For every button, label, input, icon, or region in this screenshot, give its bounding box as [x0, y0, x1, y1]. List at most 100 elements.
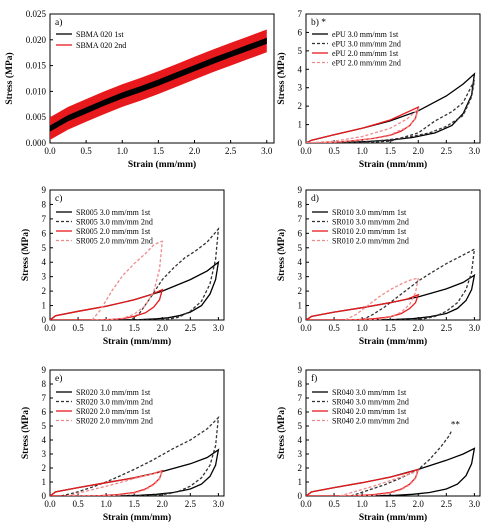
y-tick-label: 1: [42, 477, 47, 487]
x-tick-label: 3.0: [469, 499, 481, 509]
panel-label: a): [55, 17, 62, 28]
y-tick-label: 7: [298, 214, 303, 224]
y-tick-label: 5: [42, 421, 47, 431]
annotation: **: [451, 419, 461, 429]
x-tick-label: 1.5: [385, 146, 397, 156]
series-line-1: [306, 447, 476, 496]
y-tick-label: 6: [298, 407, 303, 417]
y-tick-label: 8: [298, 379, 303, 389]
x-tick-label: 2.5: [185, 499, 197, 509]
panel-label: d): [311, 193, 319, 204]
legend-label: ePU 2.0 mm/mm 2nd: [332, 59, 401, 68]
x-tick-label: 1.5: [385, 499, 397, 509]
chart-panel-6: 0.0 0.5 1.0 1.5 2.0 2.5 3.0 0 1 2 3 4 5 6 7 8 9 Strain (m…: [276, 365, 481, 523]
series-line-3: [306, 293, 420, 320]
panel-label: f): [311, 373, 317, 384]
x-axis-title: Strain (mm/mm): [128, 159, 196, 170]
y-tick-label: 5: [298, 243, 303, 253]
x-axis-title: Strain (mm/mm): [359, 336, 427, 347]
x-tick-label: 1.5: [385, 323, 397, 333]
y-tick-label: 3: [42, 272, 47, 282]
series-layer: [306, 248, 476, 320]
x-tick-label: 0.5: [81, 146, 93, 156]
series-line-3: [50, 469, 164, 496]
y-tick-label: 0.015: [26, 61, 47, 71]
y-axis-title: Stress (MPa): [276, 407, 287, 459]
y-tick-label: 3: [42, 449, 47, 459]
x-tick-label: 1.0: [117, 146, 129, 156]
y-tick-label: 0.020: [26, 35, 47, 45]
y-tick-label: 2: [298, 286, 303, 296]
series-line-1: [50, 448, 220, 496]
y-tick-label: 6: [42, 407, 47, 417]
y-tick-label: 5: [298, 46, 303, 56]
y-tick-label: 0.000: [26, 138, 47, 148]
y-tick-label: 1: [298, 477, 303, 487]
y-tick-label: 7: [42, 393, 47, 403]
legend-label: SR020 3.0 mm/mm 2nd: [76, 398, 153, 407]
y-axis-title: Stress (MPa): [20, 229, 31, 281]
series-line-4: [66, 470, 164, 496]
x-tick-label: 0.5: [328, 323, 340, 333]
legend-label: SR020 3.0 mm/mm 1st: [76, 388, 151, 397]
series-layer: [50, 227, 220, 320]
y-tick-label: 0: [298, 491, 303, 501]
chart-panel-3: 0.0 0.5 1.0 1.5 2.0 2.5 3.0 0 1 2 3 4 5 6 7 8 9 Strain (m…: [20, 185, 225, 347]
y-axis-title: Stress (MPa): [276, 52, 287, 104]
legend-label: SR020 2.0 mm/mm 1st: [76, 407, 151, 416]
y-tick-label: 2: [298, 101, 303, 111]
y-tick-label: 6: [298, 228, 303, 238]
y-tick-label: 9: [42, 365, 47, 375]
x-tick-label: 2.0: [413, 323, 425, 333]
chart-panel-4: 0.0 0.5 1.0 1.5 2.0 2.5 3.0 0 1 2 3 4 5 6 7 8 9 Strain (m…: [276, 185, 481, 347]
legend-label: SR040 3.0 mm/mm 1st: [332, 388, 407, 397]
x-tick-label: 0.0: [44, 146, 56, 156]
y-tick-label: 4: [298, 64, 303, 74]
legend-label: SR040 2.0 mm/mm 2nd: [332, 417, 409, 426]
y-tick-label: 0: [298, 138, 303, 148]
legend-label: ePU 3.0 mm/mm 1st: [332, 30, 399, 39]
x-tick-label: 1.5: [153, 146, 165, 156]
y-tick-label: 1: [298, 120, 303, 130]
x-axis-title: Strain (mm/mm): [103, 512, 171, 523]
legend-label: SR005 3.0 mm/mm 2nd: [76, 218, 153, 227]
y-tick-label: 0: [42, 315, 47, 325]
plot-frame: [305, 13, 481, 144]
legend-label: ePU 3.0 mm/mm 2nd: [332, 40, 401, 49]
series-layer: [50, 29, 268, 140]
x-tick-label: 2.0: [413, 499, 425, 509]
x-tick-label: 3.0: [469, 323, 481, 333]
y-tick-label: 9: [298, 185, 303, 195]
x-tick-label: 3.0: [261, 146, 273, 156]
y-tick-label: 5: [298, 421, 303, 431]
x-tick-label: 2.0: [157, 323, 169, 333]
series-line-4: [339, 469, 420, 496]
x-tick-label: 2.0: [413, 146, 425, 156]
y-tick-label: 0: [298, 315, 303, 325]
x-axis-title: Strain (mm/mm): [359, 512, 427, 523]
y-tick-label: 7: [42, 214, 47, 224]
x-tick-label: 2.5: [441, 499, 453, 509]
y-tick-label: 3: [298, 272, 303, 282]
x-tick-label: 1.0: [357, 146, 369, 156]
x-tick-label: 2.0: [157, 499, 169, 509]
x-tick-label: 2.5: [225, 146, 237, 156]
y-axis-title: Stress (MPa): [276, 229, 287, 281]
x-tick-label: 0.0: [300, 323, 312, 333]
x-tick-label: 2.5: [185, 323, 197, 333]
y-tick-label: 9: [298, 365, 303, 375]
y-tick-label: 0.005: [26, 112, 47, 122]
x-tick-label: 0.0: [44, 499, 56, 509]
x-tick-label: 2.5: [441, 323, 453, 333]
plot-frame: [49, 13, 275, 144]
series-layer: [306, 72, 476, 143]
legend-label: SR005 3.0 mm/mm 1st: [76, 208, 151, 217]
y-tick-label: 4: [298, 257, 303, 267]
x-tick-label: 0.5: [328, 146, 340, 156]
x-tick-label: 0.0: [300, 499, 312, 509]
series-line-2: [361, 248, 476, 320]
legend-label: SR005 2.0 mm/mm 2nd: [76, 237, 153, 246]
